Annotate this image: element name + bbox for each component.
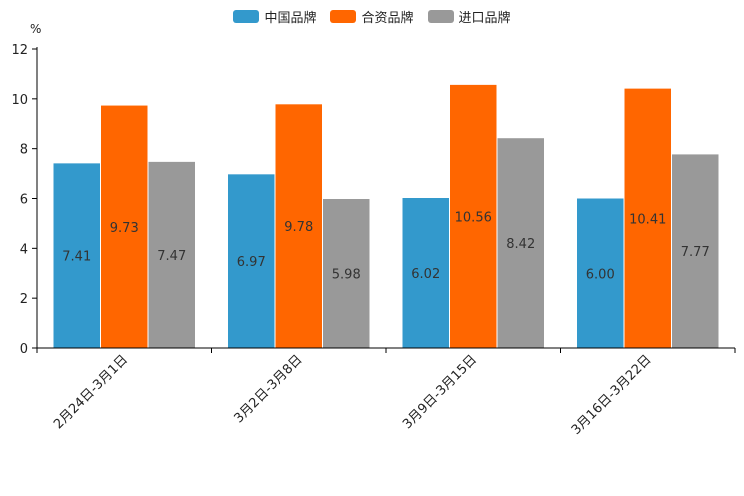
legend-item-imported[interactable]: 进口品牌: [427, 7, 511, 26]
bar-2-0[interactable]: [402, 198, 450, 348]
bar-3-2[interactable]: [672, 154, 719, 348]
legend-swatch-imported: [427, 9, 454, 23]
y-axis-unit-label: %: [30, 22, 41, 36]
x-tick-label-1: 3月2日-3月8日: [231, 352, 305, 426]
data-label-0-1: 9.73: [110, 221, 139, 236]
legend-swatch-domestic: [233, 9, 260, 23]
x-tick-label-3: 3月16日-3月22日: [569, 352, 655, 438]
legend: 中国品牌 合资品牌 进口品牌: [0, 6, 744, 26]
bars-layer: 7.41 9.73 7.47 6.97 9.78 5.98 6.02 10.56 8.42 6.0…: [53, 84, 719, 349]
legend-item-domestic[interactable]: 中国品牌: [233, 7, 316, 26]
bar-2-1[interactable]: [450, 84, 497, 348]
y-tick-label-3: 6: [20, 193, 28, 208]
y-tick-label-5: 10: [11, 93, 28, 108]
bar-0-2[interactable]: [148, 161, 196, 348]
bar-2-2[interactable]: [497, 138, 545, 348]
data-label-0-2: 7.47: [157, 249, 186, 264]
legend-item-joint-venture[interactable]: 合资品牌: [330, 7, 414, 26]
x-tick-label-2: 3月9日-3月15日: [400, 352, 480, 432]
bar-3-0[interactable]: [577, 198, 624, 349]
bar-3-1[interactable]: [624, 88, 672, 349]
y-tick-label-2: 4: [20, 242, 28, 257]
bar-0-1[interactable]: [101, 105, 148, 348]
legend-label-joint-venture: 合资品牌: [361, 10, 414, 26]
bar-0-0[interactable]: [53, 163, 101, 348]
data-label-3-1: 10.41: [629, 212, 666, 227]
y-tick-label-1: 2: [20, 292, 28, 307]
x-tick-label-0: 2月24日-3月1日: [51, 352, 131, 432]
data-label-1-0: 6.97: [237, 255, 266, 270]
bar-1-1[interactable]: [275, 104, 323, 348]
data-label-1-2: 5.98: [332, 267, 361, 282]
bar-1-0[interactable]: [228, 174, 275, 348]
y-tick-label-0: 0: [20, 342, 28, 357]
data-label-2-2: 8.42: [506, 237, 535, 252]
data-label-2-0: 6.02: [411, 267, 440, 282]
y-tick-label-6: 12: [11, 43, 28, 58]
legend-label-domestic: 中国品牌: [264, 10, 317, 26]
data-label-3-2: 7.77: [681, 245, 710, 260]
data-label-2-1: 10.56: [455, 210, 492, 225]
y-tick-label-4: 8: [20, 143, 28, 158]
legend-swatch-joint-venture: [330, 9, 357, 23]
data-label-3-0: 6.00: [586, 267, 615, 282]
data-label-0-0: 7.41: [62, 250, 91, 265]
legend-label-imported: 进口品牌: [458, 10, 511, 26]
bar-1-2[interactable]: [323, 198, 370, 348]
data-label-1-1: 9.78: [284, 220, 313, 235]
